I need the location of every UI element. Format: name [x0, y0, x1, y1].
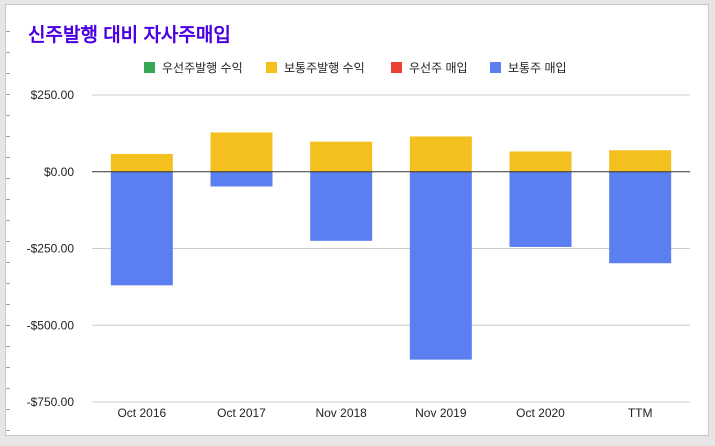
- bar-3-1: [210, 171, 273, 187]
- bar-1-5: [609, 150, 672, 172]
- legend-swatch-0: [144, 62, 155, 73]
- x-tick-label-5: TTM: [628, 406, 653, 420]
- bar-3-0: [110, 171, 173, 286]
- legend-label-0: 우선주발행 수익: [162, 60, 243, 75]
- chart-gridlines: [92, 94, 690, 403]
- x-tick-label-2: Nov 2018: [315, 406, 367, 420]
- frame-edge-mark: [6, 220, 10, 221]
- chart-bars: [110, 132, 672, 360]
- legend-swatch-2: [391, 62, 402, 73]
- chart-title: 신주발행 대비 자사주매입: [28, 24, 231, 46]
- frame-edge-mark: [6, 304, 10, 305]
- frame-edge-mark: [6, 367, 10, 368]
- x-tick-label-0: Oct 2016: [117, 406, 166, 420]
- legend-label-1: 보통주발행 수익: [284, 60, 365, 75]
- x-tick-label-4: Oct 2020: [516, 406, 565, 420]
- y-tick-label-4: -$750.00: [27, 395, 75, 409]
- frame-edge-mark: [6, 241, 10, 242]
- bar-3-3: [409, 171, 472, 360]
- frame-edge-mark: [6, 409, 10, 410]
- bar-1-3: [409, 136, 472, 172]
- frame-edge-mark: [6, 388, 10, 389]
- x-tick-label-1: Oct 2017: [217, 406, 266, 420]
- frame-edge-mark: [6, 157, 10, 158]
- y-tick-label-3: -$500.00: [27, 318, 75, 332]
- legend-label-2: 우선주 매입: [409, 61, 468, 75]
- frame-edge-mark: [6, 262, 10, 263]
- frame-edge-mark: [6, 178, 10, 179]
- frame-edge-mark: [6, 94, 10, 95]
- bar-3-5: [609, 171, 672, 264]
- legend-swatch-1: [266, 62, 277, 73]
- y-axis: $250.00 $0.00 -$250.00 -$500.00 -$750.00: [27, 88, 75, 409]
- frame-edge-mark: [6, 136, 10, 137]
- frame-edge-mark: [6, 31, 10, 32]
- frame-edge-mark: [6, 325, 10, 326]
- x-axis: Oct 2016 Oct 2017 Nov 2018 Nov 2019 Oct 2020…: [117, 406, 652, 420]
- frame-edge-mark: [6, 73, 10, 74]
- frame-edge-mark: [6, 199, 10, 200]
- frame-edge-mark: [6, 346, 10, 347]
- legend-label-3: 보통주 매입: [508, 61, 567, 75]
- bar-1-0: [110, 153, 173, 172]
- frame-edge-mark: [6, 283, 10, 284]
- bar-1-4: [509, 151, 572, 172]
- bar-1-1: [210, 132, 273, 172]
- frame-edge-mark: [6, 430, 10, 431]
- legend-swatch-3: [490, 62, 501, 73]
- bar-3-4: [509, 171, 572, 247]
- bar-1-2: [310, 141, 373, 172]
- bar-3-2: [310, 171, 373, 241]
- frame-edge-mark: [6, 115, 10, 116]
- chart-frame: 신주발행 대비 자사주매입 우선주발행 수익 보통주발행 수익 우선주 매입 보통주 …: [5, 4, 709, 436]
- y-tick-label-1: $0.00: [44, 165, 74, 179]
- x-tick-label-3: Nov 2019: [415, 406, 467, 420]
- y-tick-label-0: $250.00: [31, 88, 75, 102]
- y-tick-label-2: -$250.00: [27, 242, 75, 256]
- frame-edge-mark: [6, 52, 10, 53]
- chart-svg: 신주발행 대비 자사주매입 우선주발행 수익 보통주발행 수익 우선주 매입 보통주 …: [27, 24, 690, 420]
- chart-legend: 우선주발행 수익 보통주발행 수익 우선주 매입 보통주 매입: [144, 60, 567, 75]
